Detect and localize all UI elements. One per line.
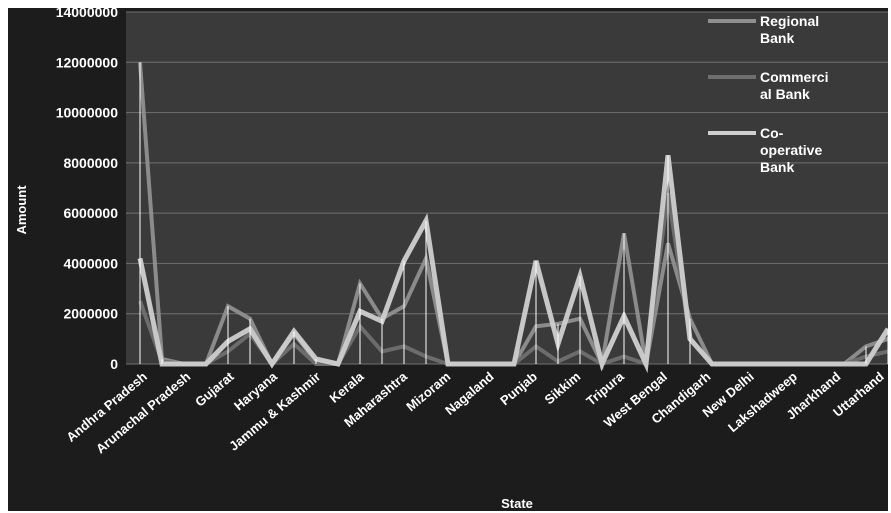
y-tick-label: 4000000	[63, 255, 118, 271]
legend-label: Regional	[760, 13, 819, 29]
y-axis-ticks: 0 2000000 4000000 6000000 8000000 10000000 120…	[56, 8, 119, 372]
series-lines	[137, 62, 888, 374]
y-tick-label: 6000000	[63, 205, 118, 221]
x-axis-title: State	[501, 496, 533, 511]
x-tick-label: Nagaland	[442, 369, 497, 418]
x-tick-label: Gujarat	[192, 368, 237, 409]
x-tick-label: Sikkim	[542, 369, 584, 407]
legend-label: Co-	[760, 125, 784, 141]
legend-label: al Bank	[760, 86, 810, 102]
chart-container: 0 2000000 4000000 6000000 8000000 10000000 120…	[8, 8, 888, 511]
y-tick-label: 10000000	[56, 105, 119, 121]
drop-lines	[139, 62, 888, 364]
line-chart: 0 2000000 4000000 6000000 8000000 10000000 120…	[14, 8, 888, 511]
y-tick-label: 12000000	[56, 54, 119, 70]
x-tick-label: Kerala	[327, 368, 368, 406]
legend-label: Bank	[760, 30, 794, 46]
x-tick-label: Punjab	[497, 369, 540, 408]
legend-label: operative	[760, 142, 822, 158]
y-tick-label: 14000000	[56, 8, 119, 20]
y-tick-label: 8000000	[63, 155, 118, 171]
legend-label: Commerci	[760, 69, 828, 85]
legend-label: Bank	[760, 159, 794, 175]
y-axis-title: Amount	[14, 185, 29, 235]
series-line-co-operative-bank	[137, 155, 888, 374]
gridlines	[126, 11, 888, 365]
plot-area	[126, 12, 888, 364]
y-tick-label: 2000000	[63, 306, 118, 322]
y-tick-label: 0	[110, 356, 118, 372]
